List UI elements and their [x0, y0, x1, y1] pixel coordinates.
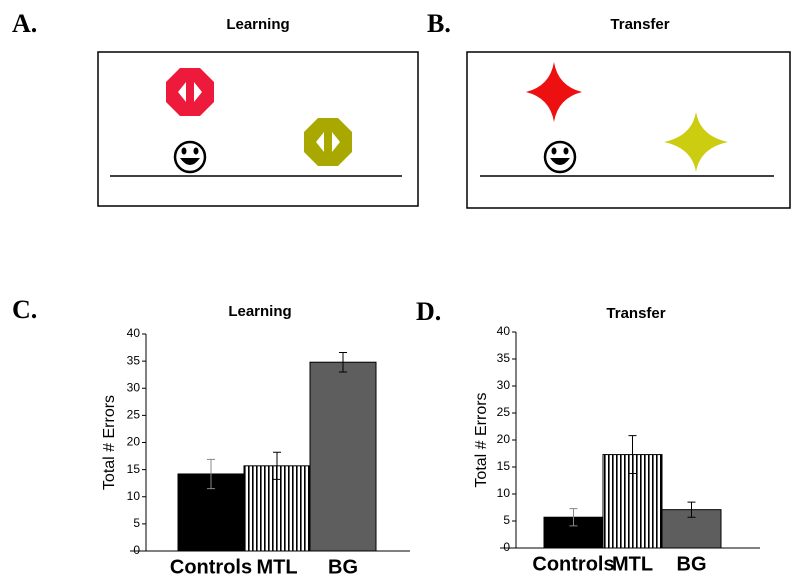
y-tick-label: 15 — [127, 462, 141, 476]
x-tick-label: MTL — [256, 556, 297, 578]
y-tick-label: 5 — [133, 516, 140, 530]
y-tick-label: 10 — [127, 489, 141, 503]
bar — [309, 361, 377, 552]
x-tick-label: BG — [677, 553, 707, 575]
panel-title: Transfer — [610, 16, 669, 33]
error-bar — [273, 451, 281, 480]
y-tick-label: 35 — [127, 353, 141, 367]
y-tick-label: 40 — [127, 326, 141, 340]
y-tick-label: 0 — [503, 540, 510, 554]
x-tick-label: Controls — [532, 553, 614, 575]
y-tick-label: 40 — [497, 324, 511, 338]
y-tick-label: 25 — [497, 405, 511, 419]
learning-scene — [97, 51, 419, 207]
y-tick-label: 5 — [503, 513, 510, 527]
chart-title: Learning — [228, 303, 291, 320]
chart-title: Transfer — [606, 305, 665, 322]
error-bar — [569, 508, 578, 527]
x-tick-label: MTL — [612, 553, 653, 575]
panel-letter: D. — [416, 297, 441, 326]
panel-letter: B. — [427, 9, 451, 38]
y-tick-label: 15 — [497, 459, 511, 473]
y-tick-label: 30 — [127, 380, 141, 394]
x-tick-label: BG — [328, 556, 358, 578]
transfer-scene — [466, 51, 791, 209]
y-tick-label: 20 — [127, 435, 141, 449]
y-tick-label: 35 — [497, 351, 511, 365]
y-axis-label: Total # Errors — [101, 395, 118, 490]
y-tick-label: 25 — [127, 408, 141, 422]
panel-title: Learning — [226, 16, 289, 33]
error-bar — [687, 501, 696, 518]
panel-letter: C. — [12, 295, 37, 324]
bar — [243, 465, 311, 552]
y-tick-label: 10 — [497, 486, 511, 500]
y-axis-label: Total # Errors — [473, 392, 490, 487]
y-tick-label: 20 — [497, 432, 511, 446]
error-bar — [339, 351, 347, 373]
x-tick-label: Controls — [170, 556, 252, 578]
error-bar — [628, 435, 637, 474]
y-tick-label: 30 — [497, 378, 511, 392]
panel-letter: A. — [12, 9, 37, 38]
error-bar — [207, 458, 215, 490]
y-tick-label: 0 — [133, 543, 140, 557]
